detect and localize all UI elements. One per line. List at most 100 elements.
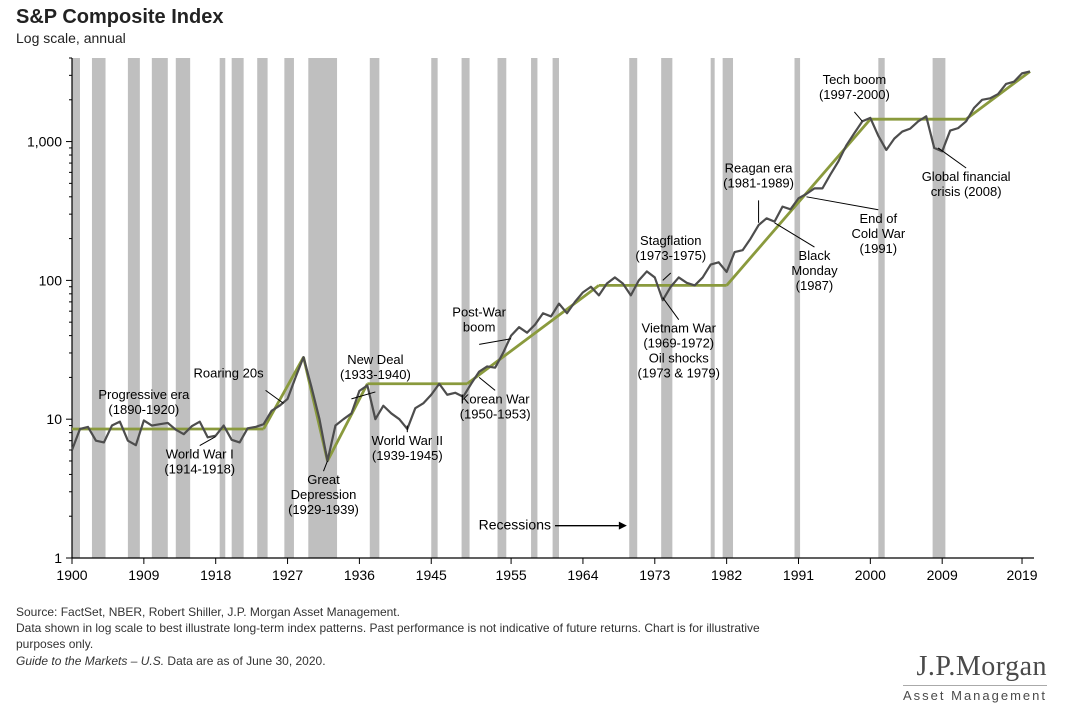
index-line [72,71,1030,461]
annotation: Progressive era(1890-1920) [98,387,190,417]
annotation-text: (1991) [860,241,898,256]
x-tick-label: 1936 [344,567,375,583]
footer-line-1: Source: FactSet, NBER, Robert Shiller, J… [16,604,760,620]
x-tick-label: 1982 [711,567,742,583]
x-tick-label: 1927 [272,567,303,583]
footer-notes: Source: FactSet, NBER, Robert Shiller, J… [16,604,760,669]
recession-band [152,58,168,558]
chart-title: S&P Composite Index [16,6,223,29]
annotation-text: Oil shocks [649,351,709,366]
footer-line-2: Data shown in log scale to best illustra… [16,620,760,636]
annotation: New Deal(1933-1940) [340,352,411,382]
annotation-text: World War II [372,433,444,448]
recession-band [531,58,537,558]
recession-band [72,58,80,558]
annotation-text: Great [307,472,340,487]
y-tick-label: 1,000 [27,134,62,150]
annotation-text: (1914-1918) [164,462,235,477]
recession-band [723,58,733,558]
annotation-text: (1969-1972) [643,336,714,351]
annotation-leader [854,112,862,121]
x-tick-label: 1900 [56,567,87,583]
recession-band [878,58,884,558]
annotation-text: New Deal [347,352,403,367]
annotation-text: (1939-1945) [372,448,443,463]
footer-line-3: purposes only. [16,636,760,652]
annotation: World War I(1914-1918) [164,447,235,477]
x-tick-label: 1909 [128,567,159,583]
y-tick-label: 10 [46,411,62,427]
x-tick-label: 1991 [783,567,814,583]
annotation-text: (1981-1989) [723,175,794,190]
annotation-text: (1973-1975) [635,248,706,263]
chart-area: 1 10 100 1,000 1900 1909 1918 1927 1936 1945 1955 1… [16,52,1046,597]
annotation: BlackMonday(1987) [791,248,838,293]
annotation-text: Depression [291,487,357,502]
annotation-text: (1933-1940) [340,367,411,382]
recession-band [284,58,294,558]
recession-band [257,58,267,558]
annotation-leader [479,377,495,390]
x-tick-label: 1945 [416,567,447,583]
x-tick-label: 2009 [927,567,958,583]
annotation: Tech boom(1997-2000) [819,72,890,102]
y-tick-label: 1 [54,550,62,566]
annotation-text: Vietnam War [642,321,717,336]
annotation-text: Tech boom [823,72,887,87]
annotation-text: Progressive era [98,387,190,402]
annotation-text: Korean War [461,391,531,406]
annotation-text: End of [860,211,898,226]
x-tick-label: 1973 [639,567,670,583]
footer-line-4-italic: Guide to the Markets – U.S. [16,654,164,668]
brand-bottom-text: Asset Management [903,685,1047,703]
chart-page: S&P Composite Index Log scale, annual 11… [0,0,1065,723]
annotation: Korean War(1950-1953) [460,391,531,421]
recessions-arrow-head [619,522,627,530]
annotation-text: Cold War [851,226,905,241]
annotation-text: World War I [166,447,234,462]
annotation-text: (1950-1953) [460,406,531,421]
recession-band [92,58,106,558]
x-tick-label: 1918 [200,567,231,583]
x-tick-label: 2019 [1006,567,1037,583]
annotation-text: Black [799,248,831,263]
annotation: Global financialcrisis (2008) [922,169,1011,199]
annotation-text: (1997-2000) [819,87,890,102]
recession-band [220,58,226,558]
annotation: GreatDepression(1929-1939) [288,472,359,517]
annotation: World War II(1939-1945) [372,433,444,463]
annotation-text: Monday [791,263,838,278]
footer-line-4: Guide to the Markets – U.S. Data are as … [16,653,760,669]
recession-band [933,58,946,558]
chart-subtitle: Log scale, annual [16,30,126,46]
annotation-leader [806,197,878,210]
recession-band [629,58,637,558]
annotation-text: (1890-1920) [108,402,179,417]
y-tick-label: 100 [39,272,63,288]
annotation-text: (1973 & 1979) [638,366,720,381]
x-tick-label: 1964 [567,567,598,583]
recession-band [370,58,380,558]
annotation-text: Post-War [452,304,506,319]
annotation-text: (1929-1939) [288,502,359,517]
brand-logo: J.P.Morgan Asset Management [903,651,1047,703]
x-tick-label: 1955 [496,567,527,583]
annotation: Vietnam War(1969-1972)Oil shocks(1973 & … [638,321,720,381]
recessions-label: Recessions [479,517,551,533]
recession-band [128,58,140,558]
annotation-text: Roaring 20s [193,365,264,380]
x-tick-label: 2000 [855,567,886,583]
annotation-text: boom [463,319,496,334]
recession-band [794,58,800,558]
chart-svg: 1 10 100 1,000 1900 1909 1918 1927 1936 1945 1955 1… [16,52,1046,592]
annotation-text: Global financial [922,169,1011,184]
footer-line-4-rest: Data are as of June 30, 2020. [164,654,325,668]
annotation-text: crisis (2008) [931,184,1002,199]
annotation: End ofCold War(1991) [851,211,905,256]
brand-top-text: J.P.Morgan [903,651,1047,683]
annotation: Reagan era(1981-1989) [723,160,794,190]
annotation: Stagflation(1973-1975) [635,233,706,263]
recession-band [431,58,437,558]
recession-band [232,58,244,558]
annotation-text: (1987) [796,278,834,293]
